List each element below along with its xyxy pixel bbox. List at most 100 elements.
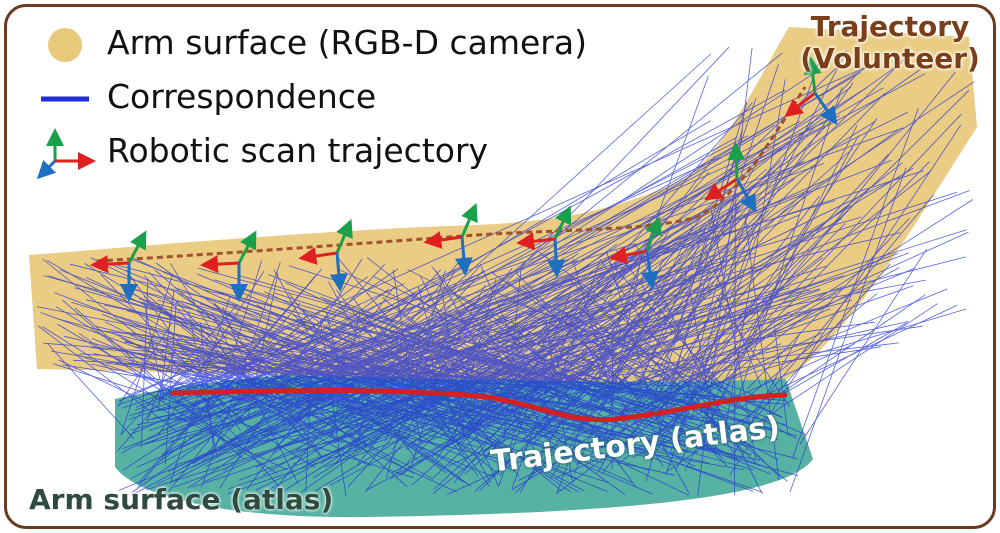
correspondence-line xyxy=(140,336,492,477)
correspondence-line xyxy=(55,306,316,469)
scan-frame-z-axis xyxy=(813,92,838,125)
legend-label-surface: Arm surface (RGB-D camera) xyxy=(107,23,587,62)
correspondence-line xyxy=(484,332,759,427)
blue-line-icon xyxy=(41,96,89,102)
correspondence-line xyxy=(637,227,707,390)
correspondence-line xyxy=(226,284,771,454)
atlas-surface-label: Arm surface (atlas) xyxy=(29,483,334,516)
correspondence-line xyxy=(335,277,674,458)
correspondence-line xyxy=(201,295,553,404)
correspondence-line xyxy=(120,303,239,436)
correspondence-line xyxy=(665,230,756,476)
correspondence-line xyxy=(165,352,455,438)
correspondence-line xyxy=(744,214,780,481)
correspondence-line xyxy=(773,324,789,436)
correspondence-line xyxy=(226,319,692,390)
correspondence-line xyxy=(335,289,479,477)
correspondence-line xyxy=(321,192,745,437)
correspondence-line xyxy=(259,274,665,496)
correspondence-line xyxy=(173,152,732,404)
correspondence-line xyxy=(392,269,422,445)
correspondence-line xyxy=(491,314,666,478)
correspondence-line xyxy=(148,341,710,464)
correspondence-line xyxy=(411,335,491,483)
correspondence-line xyxy=(608,304,780,478)
correspondence-line xyxy=(192,287,790,488)
correspondence-line xyxy=(431,296,625,480)
correspondence-line xyxy=(527,275,693,480)
correspondence-line xyxy=(164,302,177,464)
correspondence-line xyxy=(440,355,500,487)
correspondence-line xyxy=(233,345,676,450)
scan-frame-x-axis xyxy=(200,255,240,274)
correspondence-line xyxy=(433,198,749,490)
correspondence-line xyxy=(437,271,711,452)
figure-frame: Arm surface (RGB-D camera) Correspondenc… xyxy=(4,4,996,529)
correspondence-line xyxy=(535,354,738,460)
correspondence-line xyxy=(799,248,928,445)
correspondence-line xyxy=(441,288,465,433)
correspondence-line xyxy=(292,314,502,477)
scan-frame-y-axis xyxy=(553,205,572,240)
volunteer-trajectory-label: Trajectory (Volunteer) xyxy=(785,10,993,75)
correspondence-line xyxy=(435,270,538,456)
scan-frame-x-axis xyxy=(90,255,130,274)
correspondence-line xyxy=(117,357,199,452)
correspondence-line xyxy=(596,321,909,391)
correspondence-line xyxy=(137,268,323,488)
correspondence-line xyxy=(202,360,469,483)
correspondence-line xyxy=(608,261,744,409)
correspondence-lines xyxy=(36,46,975,497)
correspondence-line xyxy=(265,230,720,420)
scan-frame-x-axis xyxy=(608,246,648,264)
correspondence-line xyxy=(218,346,881,448)
correspondence-line xyxy=(260,328,468,485)
correspondence-line xyxy=(174,276,368,420)
scan-frame-y-axis xyxy=(803,56,822,94)
scan-frame-z-axis xyxy=(641,250,659,290)
legend-label-correspondence: Correspondence xyxy=(107,77,377,116)
correspondence-line xyxy=(599,259,738,459)
correspondence-line xyxy=(115,363,707,388)
scan-frame-x-axis xyxy=(516,232,556,251)
correspondence-line xyxy=(122,190,808,449)
correspondence-line xyxy=(151,323,425,443)
scan-frame-y-axis xyxy=(127,230,147,264)
correspondence-line xyxy=(420,259,718,443)
correspondence-line xyxy=(670,334,718,452)
correspondence-line xyxy=(521,311,807,436)
correspondence-line xyxy=(452,302,633,444)
scan-frame-y-axis xyxy=(335,218,353,254)
correspondence-line xyxy=(41,326,278,474)
correspondence-line xyxy=(581,259,739,394)
correspondence-line xyxy=(789,167,907,492)
correspondence-line xyxy=(155,262,447,474)
correspondence-line xyxy=(43,342,724,397)
correspondence-line xyxy=(201,302,301,418)
correspondence-line xyxy=(700,125,858,440)
correspondence-line xyxy=(286,341,415,433)
xyz-axes-icon xyxy=(36,128,96,180)
correspondence-line xyxy=(777,322,907,398)
correspondence-line xyxy=(46,259,415,475)
legend-label-trajectory: Robotic scan trajectory xyxy=(107,131,489,170)
correspondence-line xyxy=(435,268,685,394)
volunteer-trajectory-label-line1: Trajectory xyxy=(810,10,970,43)
correspondence-line xyxy=(159,344,454,447)
correspondence-line xyxy=(191,230,738,405)
volunteer-trajectory-line xyxy=(96,86,807,263)
correspondence-line xyxy=(202,288,457,461)
correspondence-line xyxy=(588,313,690,494)
correspondence-line xyxy=(143,299,165,403)
correspondence-line xyxy=(597,212,751,474)
correspondence-line xyxy=(273,292,750,446)
correspondence-line xyxy=(627,153,889,439)
correspondence-line xyxy=(737,303,938,437)
correspondence-line xyxy=(502,308,967,448)
scan-frame-x-axis xyxy=(298,247,338,265)
correspondence-line xyxy=(447,231,969,467)
atlas-trajectory-line xyxy=(170,388,788,423)
scan-frame-x-axis xyxy=(784,91,816,118)
correspondence-line xyxy=(748,263,891,426)
correspondence-line xyxy=(500,315,553,475)
